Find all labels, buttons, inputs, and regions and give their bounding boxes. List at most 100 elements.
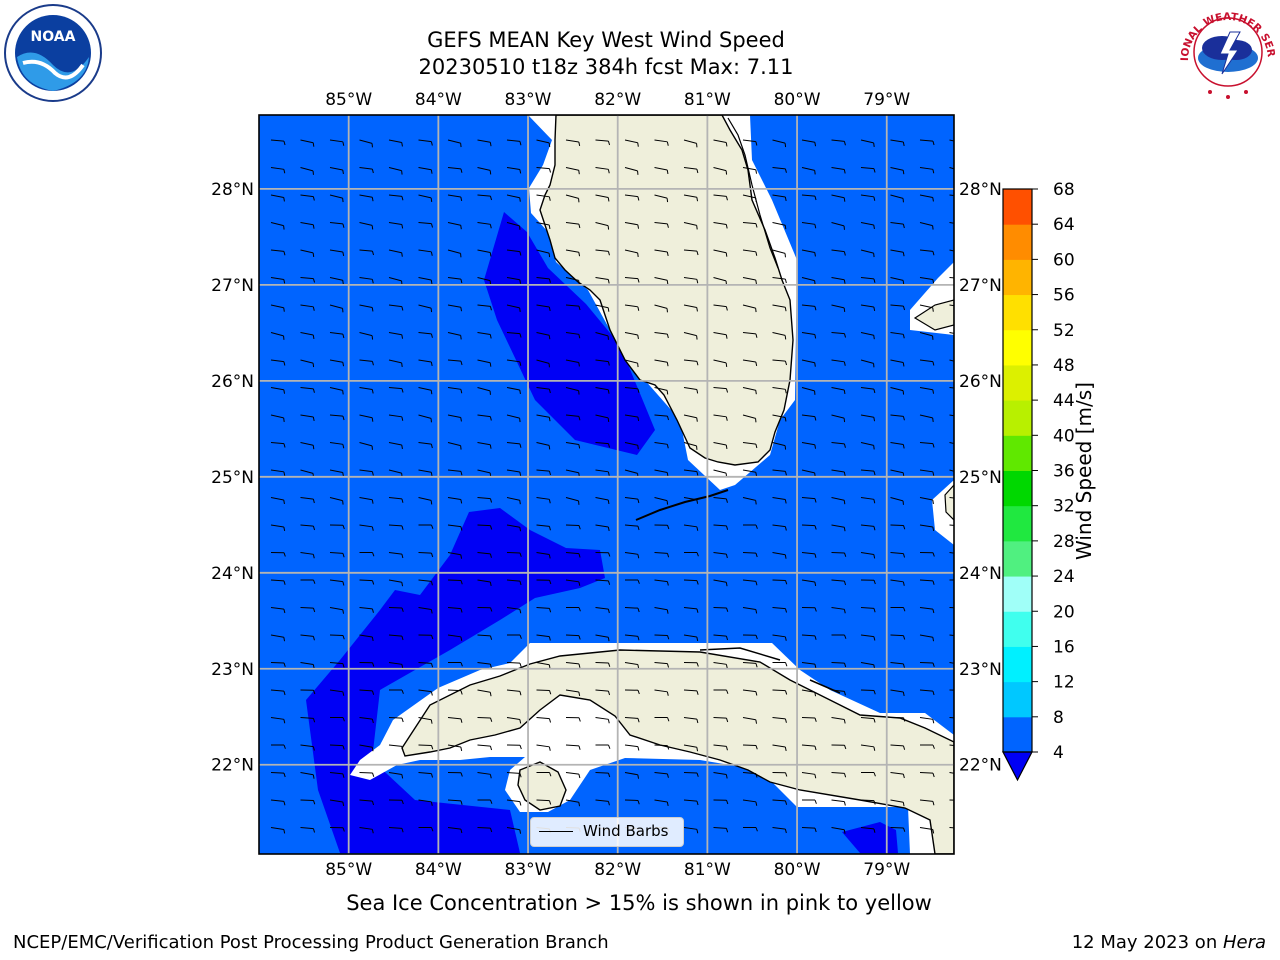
wind-barb-flag — [666, 223, 669, 228]
wind-barb-flag — [784, 168, 787, 173]
colorbar-tick-label: 64 — [1053, 215, 1075, 235]
wind-barb-flag — [933, 883, 934, 887]
wind-barb-flag — [372, 552, 375, 557]
wind-barb-flag — [312, 278, 316, 283]
wind-barb-flag — [755, 745, 758, 750]
wind-barb — [418, 249, 432, 253]
wind-barb-flag — [548, 526, 551, 531]
wind-barb — [506, 249, 520, 253]
wind-barb — [565, 222, 579, 225]
wind-barb-flag — [607, 471, 610, 476]
wind-barb-flag — [283, 307, 285, 312]
colorbar-tick-label: 36 — [1053, 462, 1075, 482]
wind-barb — [388, 744, 402, 747]
wind-barb — [270, 359, 284, 363]
wind-barb-flag — [519, 500, 521, 505]
footer-date: 12 May 2023 on Hera — [1072, 932, 1266, 953]
wind-barb-flag — [607, 417, 610, 422]
wind-barbs — [270, 139, 954, 887]
wind-barb-flag — [371, 499, 374, 504]
wind-barb-flag — [578, 141, 581, 147]
wind-barb — [270, 304, 284, 309]
legend-line-swatch — [539, 831, 573, 832]
wind-barb — [890, 249, 904, 253]
wind-barb — [624, 772, 638, 776]
wind-barb — [801, 744, 815, 747]
wind-barb — [655, 855, 668, 856]
wind-barb — [801, 689, 815, 693]
wind-barb — [890, 304, 904, 307]
wind-barb — [388, 414, 402, 418]
wind-barb-flag — [283, 552, 286, 557]
wind-barb — [654, 744, 668, 747]
wind-barb — [860, 414, 874, 418]
wind-barb-flag — [873, 636, 876, 641]
wind-barb-flag — [844, 663, 847, 668]
legend-label: Wind Barbs — [583, 822, 669, 840]
wind-barb — [388, 717, 403, 719]
wind-barb — [949, 222, 954, 224]
wind-barb — [418, 304, 432, 309]
wind-barb — [949, 414, 954, 417]
wind-barb-flag — [371, 718, 374, 724]
wind-barb — [919, 607, 933, 610]
wind-barb — [300, 359, 314, 364]
wind-barb — [949, 469, 954, 472]
wind-barb — [860, 277, 874, 280]
wind-barb-flag — [637, 196, 640, 201]
wind-barb — [890, 359, 904, 363]
colorbar-tick-label: 20 — [1053, 602, 1075, 622]
wind-barb-flag — [283, 471, 286, 476]
lat-tick-label-right: 27°N — [959, 276, 1002, 296]
wind-barb-flag — [843, 141, 846, 146]
wind-barb-flag — [431, 553, 434, 558]
wind-barb-flag — [608, 773, 611, 778]
wind-barb-flag — [578, 717, 581, 722]
wind-barb — [360, 883, 373, 884]
wind-barb-flag — [637, 498, 640, 504]
wind-barb — [506, 662, 521, 664]
wind-barb-flag — [401, 306, 404, 311]
wind-barb — [565, 414, 579, 417]
wind-barb-flag — [814, 224, 817, 229]
wind-barb-flag — [283, 719, 286, 724]
wind-barb-flag — [548, 196, 551, 201]
wind-barb-flag — [637, 306, 640, 311]
wind-barb-flag — [903, 525, 906, 530]
wind-barb-flag — [489, 334, 492, 339]
lon-tick-label-bottom: 81°W — [684, 860, 731, 880]
wind-barb-flag — [430, 279, 433, 285]
wind-barb — [860, 194, 874, 198]
wind-barb — [270, 469, 284, 473]
wind-barb — [743, 855, 756, 856]
wind-barb — [890, 194, 904, 199]
wind-barb — [388, 524, 403, 527]
wind-barb — [359, 359, 373, 362]
wind-barb-flag — [578, 305, 581, 311]
wind-barb — [359, 827, 373, 830]
wind-barb — [418, 387, 432, 391]
wind-barb — [890, 497, 904, 502]
wind-barb — [713, 579, 727, 583]
wind-barb-flag — [371, 636, 374, 642]
wind-barb — [595, 524, 609, 528]
wind-barb-flag — [519, 745, 522, 750]
wind-barb-flag — [696, 800, 699, 806]
wind-barb-flag — [283, 526, 286, 532]
wind-barb-flag — [844, 745, 847, 750]
wind-barb — [772, 497, 786, 501]
wind-barb-flag — [696, 250, 699, 256]
wind-barb-flag — [312, 718, 316, 723]
wind-barb-flag — [637, 334, 639, 340]
wind-barb-flag — [637, 525, 640, 531]
wind-barb-flag — [844, 552, 847, 557]
wind-barb-flag — [401, 553, 404, 559]
wind-barb — [713, 524, 727, 527]
wind-barb — [654, 414, 668, 417]
wind-barb-flag — [873, 772, 876, 777]
wind-barb — [388, 827, 403, 829]
wind-barb-flag — [666, 472, 669, 477]
wind-barb — [919, 222, 933, 227]
wind-barb — [329, 497, 343, 502]
colorbar-segment — [1003, 400, 1032, 436]
